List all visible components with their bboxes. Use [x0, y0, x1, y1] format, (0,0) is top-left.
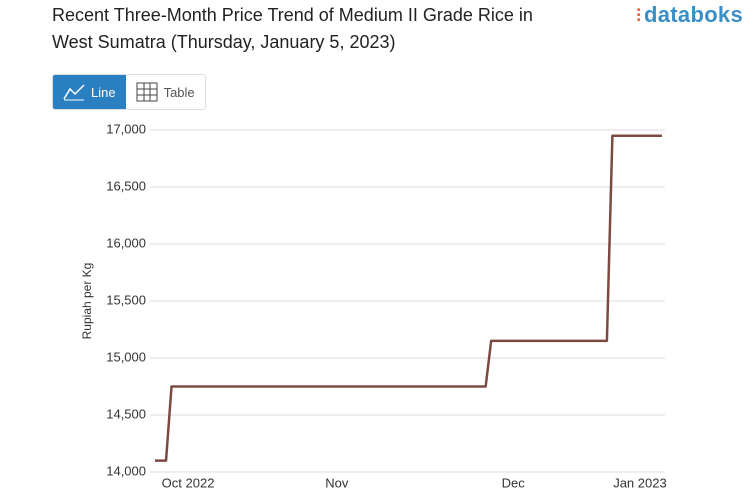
- tab-label: Line: [91, 84, 116, 100]
- y-axis-label: Rupiah per Kg: [80, 263, 94, 340]
- line-icon: [63, 84, 85, 101]
- x-tick-label: Jan 2023: [613, 475, 667, 490]
- y-tick-label: 14,500: [106, 406, 146, 421]
- x-tick-label: Dec: [502, 475, 526, 490]
- view-tabs: Line Table: [52, 74, 206, 110]
- chart-title: Recent Three-Month Price Trend of Medium…: [52, 5, 533, 52]
- tab-label: Table: [163, 84, 195, 100]
- y-tick-label: 14,000: [106, 463, 146, 478]
- y-tick-label: 15,000: [106, 349, 146, 364]
- x-tick-label: Nov: [325, 475, 349, 490]
- line: [155, 134, 662, 462]
- table-icon: [136, 82, 158, 102]
- y-tick-label: 17,000: [106, 121, 146, 136]
- logo-text: databoks: [644, 2, 743, 27]
- logo[interactable]: ⫶ databoks: [636, 2, 743, 27]
- x-tick-label: Oct 2022: [162, 475, 215, 490]
- y-tick-label: 16,000: [106, 235, 146, 250]
- y-tick-label: 15,500: [106, 292, 146, 307]
- line-tab[interactable]: Line: [53, 75, 126, 109]
- y-tick-label: 16,500: [106, 178, 146, 193]
- table-tab[interactable]: Table: [126, 75, 205, 109]
